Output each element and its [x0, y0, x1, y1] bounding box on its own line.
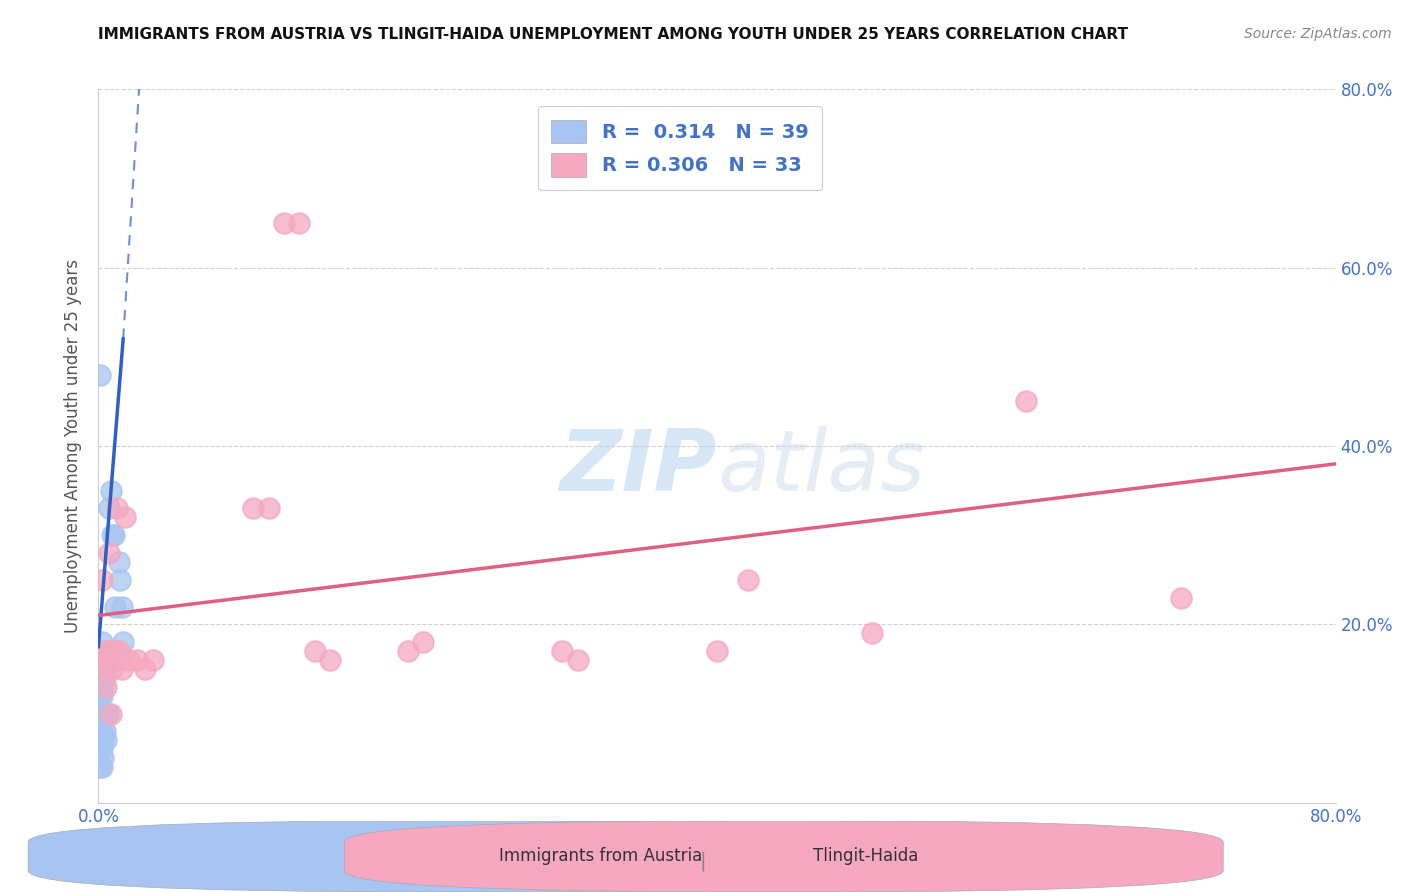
Point — [142, 653, 165, 667]
Point — [97, 644, 120, 658]
Point — [97, 706, 120, 721]
Point — [90, 653, 112, 667]
Point — [90, 662, 112, 676]
Point — [105, 501, 128, 516]
Point — [89, 644, 111, 658]
Point — [89, 760, 111, 774]
Point — [89, 742, 111, 756]
Point — [96, 662, 118, 676]
Point — [89, 724, 111, 739]
Point — [100, 706, 122, 721]
Text: Source: ZipAtlas.com: Source: ZipAtlas.com — [1244, 27, 1392, 41]
Point — [101, 662, 124, 676]
Legend: R =  0.314   N = 39, R = 0.306   N = 33: R = 0.314 N = 39, R = 0.306 N = 33 — [537, 106, 823, 191]
Point — [1170, 591, 1192, 605]
Point — [257, 501, 280, 516]
Point — [288, 216, 311, 230]
Point — [114, 510, 136, 524]
Text: IMMIGRANTS FROM AUSTRIA VS TLINGIT-HAIDA UNEMPLOYMENT AMONG YOUTH UNDER 25 YEARS: IMMIGRANTS FROM AUSTRIA VS TLINGIT-HAIDA… — [98, 27, 1129, 42]
Point — [96, 733, 118, 747]
Point — [737, 573, 759, 587]
Point — [242, 501, 264, 516]
Point — [91, 751, 114, 765]
Point — [96, 680, 118, 694]
Point — [111, 599, 134, 614]
Point — [101, 528, 124, 542]
Point — [127, 653, 149, 667]
Point — [860, 626, 883, 640]
Point — [103, 528, 125, 542]
Point — [304, 644, 326, 658]
Point — [93, 671, 115, 685]
Point — [89, 671, 111, 685]
Point — [90, 573, 112, 587]
Y-axis label: Unemployment Among Youth under 25 years: Unemployment Among Youth under 25 years — [65, 259, 83, 633]
Point — [90, 706, 112, 721]
Point — [90, 742, 112, 756]
Point — [89, 653, 111, 667]
Point — [412, 635, 434, 649]
Point — [89, 689, 111, 703]
Text: atlas: atlas — [717, 425, 925, 509]
Point — [107, 644, 129, 658]
Point — [90, 760, 112, 774]
Point — [91, 680, 114, 694]
Point — [91, 662, 114, 676]
Point — [90, 671, 112, 685]
Point — [91, 662, 114, 676]
Text: |: | — [700, 851, 706, 871]
Point — [90, 724, 112, 739]
Point — [112, 635, 135, 649]
Point — [100, 483, 122, 498]
Point — [108, 573, 131, 587]
Point — [396, 644, 419, 658]
Point — [98, 546, 121, 560]
Point — [93, 724, 115, 739]
Point — [551, 644, 574, 658]
Point — [90, 689, 112, 703]
Point — [104, 599, 127, 614]
Text: Immigrants from Austria: Immigrants from Austria — [499, 847, 703, 865]
Point — [567, 653, 589, 667]
Point — [319, 653, 342, 667]
FancyBboxPatch shape — [344, 821, 1223, 892]
Point — [89, 706, 111, 721]
Point — [273, 216, 295, 230]
Point — [91, 733, 114, 747]
Point — [91, 706, 114, 721]
Text: ZIP: ZIP — [560, 425, 717, 509]
Point — [107, 555, 129, 569]
Point — [89, 368, 111, 382]
Point — [93, 644, 115, 658]
FancyBboxPatch shape — [28, 821, 907, 892]
Point — [89, 653, 111, 667]
Point — [96, 706, 118, 721]
Point — [706, 644, 728, 658]
Point — [118, 653, 141, 667]
Point — [103, 644, 125, 658]
Text: Tlingit-Haida: Tlingit-Haida — [813, 847, 918, 865]
Point — [89, 662, 111, 676]
Point — [98, 501, 121, 516]
Point — [90, 635, 112, 649]
Point — [1015, 394, 1038, 409]
Point — [134, 662, 156, 676]
Point — [111, 662, 134, 676]
